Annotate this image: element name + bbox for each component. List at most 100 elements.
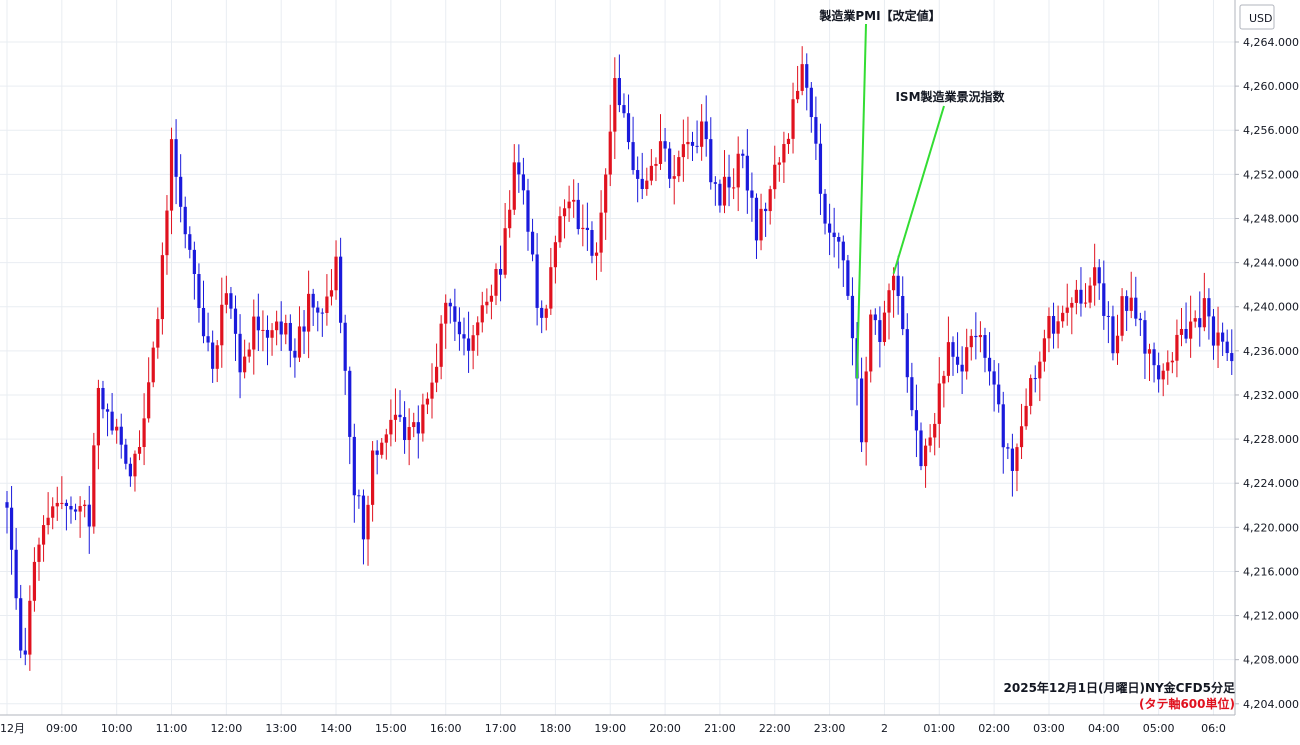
candle-body bbox=[558, 216, 562, 243]
candle bbox=[750, 172, 754, 222]
candle bbox=[690, 131, 695, 161]
candle-body bbox=[41, 525, 46, 545]
time-axis: 12月 09:00 10:00 11:00 12:00 13:00 14:00 15:00 16… bbox=[0, 722, 1226, 735]
candle bbox=[782, 131, 786, 183]
candle bbox=[540, 300, 544, 334]
candle-body bbox=[147, 382, 151, 419]
chart-caption: 2025年12月1日(月曜日)NY金CFD5分足 bbox=[1004, 680, 1235, 695]
candle-body bbox=[243, 356, 247, 373]
candle bbox=[119, 413, 123, 459]
candle bbox=[1010, 433, 1014, 497]
candle-body bbox=[425, 398, 430, 405]
candle-body bbox=[1221, 332, 1225, 342]
candle-body bbox=[329, 290, 334, 297]
candle-body bbox=[777, 162, 781, 165]
candle-body bbox=[14, 549, 18, 599]
candle-body bbox=[389, 419, 393, 435]
candle-body bbox=[270, 330, 274, 338]
candlestick-series bbox=[5, 46, 1234, 671]
candle-body bbox=[87, 504, 91, 527]
candle-body bbox=[910, 377, 914, 411]
candle bbox=[402, 401, 407, 454]
candle-body bbox=[818, 143, 823, 194]
candle-body bbox=[658, 141, 663, 164]
candle-body bbox=[946, 342, 951, 376]
candle bbox=[640, 152, 644, 200]
candle-body bbox=[78, 506, 82, 512]
candle-body bbox=[201, 307, 206, 337]
candle-body bbox=[672, 176, 676, 179]
candle-body bbox=[101, 387, 105, 410]
candle bbox=[55, 486, 59, 521]
y-tick-label: 4,212.000 bbox=[1243, 610, 1299, 623]
candle bbox=[1006, 443, 1010, 460]
x-tick-label: 03:00 bbox=[1033, 722, 1065, 735]
x-tick-label: 09:00 bbox=[46, 722, 78, 735]
candle-body bbox=[727, 176, 731, 188]
candle-body bbox=[1047, 315, 1051, 339]
candle bbox=[681, 119, 685, 182]
candle bbox=[160, 242, 164, 335]
candle bbox=[869, 309, 873, 383]
candle-body bbox=[9, 507, 14, 550]
candle bbox=[658, 114, 663, 170]
candle-body bbox=[974, 335, 978, 338]
candle-body bbox=[384, 434, 388, 443]
candle-body bbox=[480, 305, 484, 323]
candle-body bbox=[380, 442, 384, 455]
candle-body bbox=[297, 326, 302, 358]
candle-body bbox=[686, 141, 690, 145]
candle-body bbox=[828, 223, 832, 233]
candle-body bbox=[1147, 349, 1152, 354]
y-tick-label: 4,224.000 bbox=[1243, 477, 1299, 490]
candle-body bbox=[604, 174, 608, 213]
candle bbox=[485, 288, 489, 314]
candle bbox=[430, 363, 434, 419]
candle bbox=[850, 277, 855, 366]
candle-body bbox=[448, 302, 452, 307]
candle-body bbox=[942, 375, 946, 384]
candle bbox=[668, 142, 672, 189]
candle-body bbox=[832, 232, 836, 238]
y-tick-label: 4,236.000 bbox=[1243, 345, 1299, 358]
currency-unit-box[interactable]: USD bbox=[1239, 4, 1275, 30]
candle-body bbox=[1115, 335, 1120, 354]
candle bbox=[700, 104, 704, 161]
candle-body bbox=[869, 314, 873, 372]
candle bbox=[841, 235, 845, 287]
annotation-label: ISM製造業景況指数 bbox=[895, 89, 1005, 104]
candle bbox=[1024, 388, 1028, 430]
candle bbox=[663, 127, 667, 162]
candle-body bbox=[393, 414, 398, 420]
candle bbox=[585, 202, 589, 251]
candle bbox=[549, 247, 553, 315]
candle-body bbox=[407, 427, 411, 441]
candle-body bbox=[1074, 289, 1078, 303]
candle bbox=[878, 306, 882, 368]
candle-body bbox=[965, 347, 969, 372]
candle-body bbox=[1051, 315, 1056, 334]
candle bbox=[252, 299, 256, 375]
y-tick-label: 4,260.000 bbox=[1243, 80, 1299, 93]
candle bbox=[608, 104, 612, 187]
candle-body bbox=[517, 162, 521, 175]
candle-body bbox=[60, 502, 64, 504]
candle bbox=[165, 195, 169, 275]
y-tick-label: 4,256.000 bbox=[1243, 124, 1299, 137]
candle-body bbox=[343, 322, 347, 371]
candle bbox=[480, 291, 484, 333]
candle bbox=[791, 82, 795, 154]
candle-body bbox=[796, 90, 800, 100]
candle bbox=[1097, 259, 1101, 300]
candle bbox=[846, 254, 850, 300]
candle-body bbox=[567, 201, 571, 209]
candle-body bbox=[896, 275, 900, 297]
candle bbox=[1042, 329, 1046, 372]
candle bbox=[859, 357, 864, 452]
candle bbox=[128, 457, 132, 487]
candle-body bbox=[1166, 362, 1170, 371]
candle-body bbox=[1193, 318, 1197, 322]
x-tick-label: 12月 bbox=[0, 722, 25, 735]
candle-body bbox=[124, 444, 128, 464]
candle-body bbox=[1010, 448, 1014, 471]
